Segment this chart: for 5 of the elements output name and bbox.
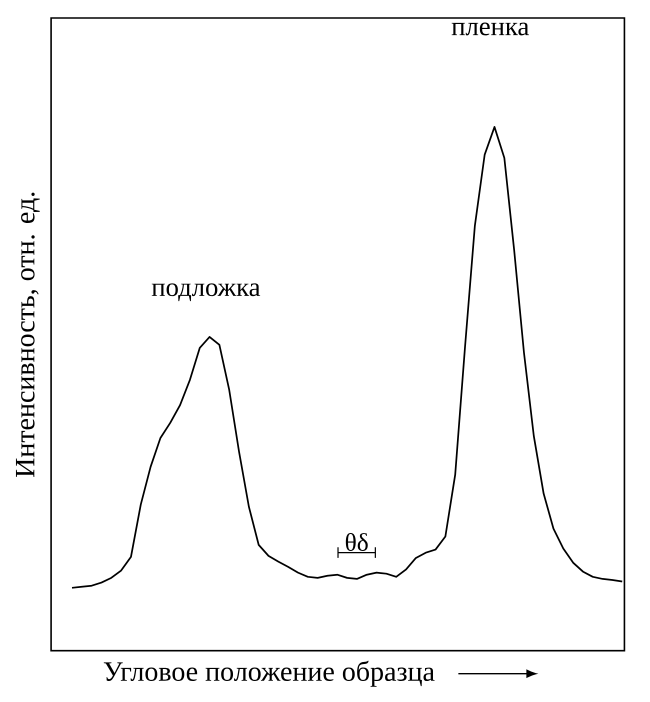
- annotation: θδ: [346, 533, 368, 552]
- annotation: подложка: [152, 283, 260, 302]
- x-axis-title: Угловое положение образца: [104, 660, 435, 687]
- y-axis-title: Интенсивность, отн. ед.: [16, 192, 40, 478]
- text: пленка: [452, 22, 529, 36]
